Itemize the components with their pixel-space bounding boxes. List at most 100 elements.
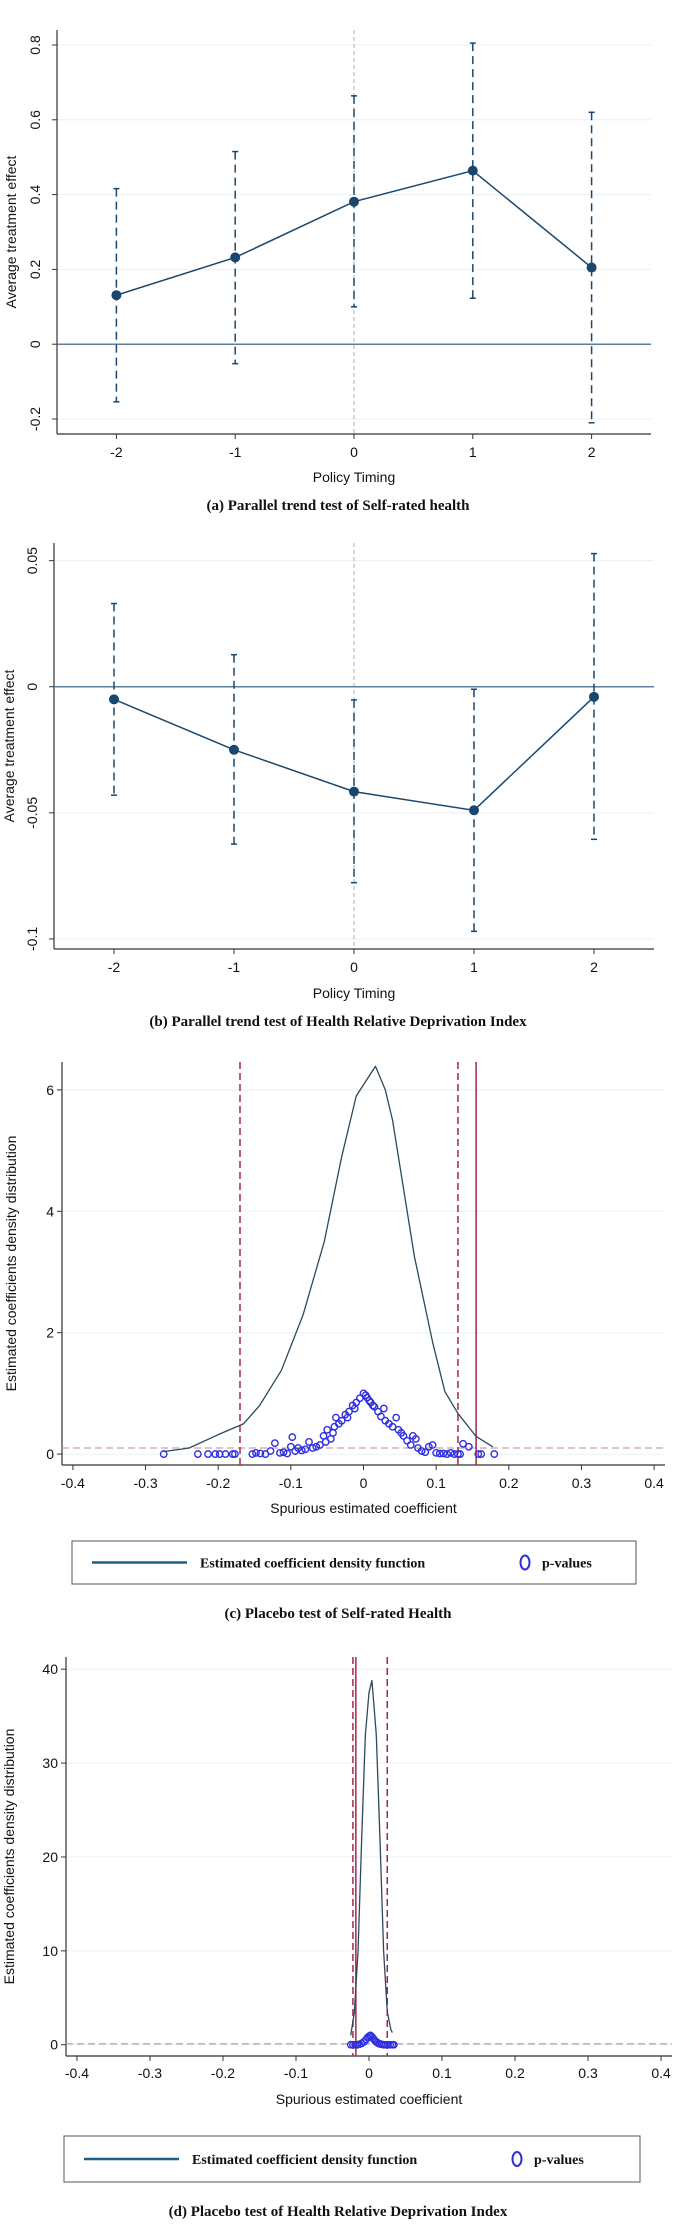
p-value-point	[474, 1450, 483, 1458]
p-value-point	[417, 1447, 426, 1455]
estimate-point	[349, 196, 359, 207]
p-value-point	[252, 1448, 260, 1457]
x-tick-label: 1	[470, 959, 478, 975]
estimate-point	[349, 786, 359, 797]
p-value-point	[365, 1396, 374, 1405]
p-value-point	[297, 1446, 306, 1455]
p-value-point	[248, 1450, 257, 1458]
y-tick-label: -0.2	[27, 407, 43, 431]
chart-panel-a: -0.2 0 0.2 0.4 0.6 0.8 -2 -1 0 1 2 Policy Timing Ave…	[3, 30, 651, 514]
chart-panel-d: 0 10 20 30 40 -0.4 -0.3 -0.2 -0.1 0 0.1 0.2 0.3 0.4 Sp…	[1, 1657, 672, 2220]
y-tick-label: 10	[42, 1943, 58, 1959]
p-value-point	[193, 1450, 202, 1458]
p-value-point	[355, 1394, 364, 1403]
y-tick-label: 0.6	[27, 110, 43, 130]
p-value-point	[231, 1450, 239, 1458]
p-value-point	[446, 1448, 455, 1457]
x-tick-label: -0.2	[206, 1475, 230, 1491]
p-value-point	[276, 1448, 284, 1457]
p-value-point	[301, 1445, 310, 1454]
x-tick-label: 2	[590, 959, 598, 975]
legend-circle-swatch	[519, 1554, 531, 1571]
x-axis-title: Policy Timing	[313, 469, 395, 485]
x-tick-label: 2	[588, 444, 596, 460]
estimate-point	[467, 165, 478, 176]
p-value-point	[392, 1413, 401, 1422]
y-tick-label: -0.05	[24, 797, 40, 829]
p-value-point	[323, 1425, 332, 1434]
x-tick-label: 0	[360, 1475, 368, 1491]
chart-panel-c: 0 2 4 6 -0.4 -0.3 -0.2 -0.1 0 0.1 0.2 0.3 0.4 Spuriou…	[3, 1062, 665, 1622]
p-value-point	[283, 1449, 292, 1458]
y-tick-label: 40	[42, 1661, 58, 1677]
p-value-point	[456, 1450, 465, 1458]
x-tick-label: -0.2	[211, 2065, 235, 2081]
p-value-point	[305, 1438, 313, 1446]
density-curve	[350, 1679, 393, 2036]
x-tick-label: 0.4	[651, 2065, 671, 2081]
y-tick-label: 0	[50, 2037, 58, 2053]
legend-pvalue-label: p-values	[534, 2153, 584, 2168]
x-tick-label: -2	[110, 444, 123, 460]
x-tick-label: 0.3	[572, 1475, 592, 1491]
x-tick-label: -0.1	[279, 1475, 303, 1491]
y-tick-label: 0.4	[27, 185, 43, 205]
y-tick-label: -0.1	[24, 927, 40, 951]
x-tick-label: -0.1	[284, 2065, 308, 2081]
x-tick-label: 0	[350, 959, 358, 975]
p-value-point	[399, 1431, 408, 1440]
y-tick-label: 20	[42, 1849, 58, 1865]
x-tick-label: -0.3	[133, 1475, 157, 1491]
p-value-point	[379, 1404, 388, 1413]
p-value-point	[308, 1444, 317, 1452]
x-tick-label: 0	[365, 2065, 373, 2081]
y-tick-label: 0.8	[27, 35, 43, 55]
p-value-point	[411, 1435, 420, 1443]
p-value-point	[288, 1433, 297, 1441]
estimate-point	[230, 252, 241, 263]
p-value-point	[403, 1436, 411, 1445]
p-value-point	[464, 1442, 473, 1451]
x-tick-label: -0.4	[65, 2065, 89, 2081]
figure-caption: (b) Parallel trend test of Health Relati…	[149, 1014, 527, 1030]
y-tick-label: 0.2	[27, 259, 43, 279]
p-value-point	[459, 1439, 467, 1448]
estimate-point	[589, 691, 599, 702]
p-value-point	[369, 1401, 377, 1410]
y-axis-title: Estimated coefficients density distribut…	[1, 1729, 17, 1985]
p-value-point	[345, 1407, 353, 1416]
p-value-point	[331, 1413, 340, 1422]
p-value-point	[221, 1450, 230, 1458]
x-tick-label: 0	[350, 444, 358, 460]
y-axis-title: Average treatment effect	[3, 155, 19, 308]
p-value-point	[377, 1412, 385, 1421]
p-value-point	[477, 1450, 486, 1458]
x-axis-title: Spurious estimated coefficient	[270, 1500, 457, 1516]
p-value-point	[389, 2040, 398, 2049]
y-tick-label: 6	[46, 1082, 54, 1098]
density-curve	[163, 1065, 494, 1453]
figure-caption: (d) Placebo test of Health Relative Depr…	[169, 2204, 508, 2220]
chart-panel-b: -0.1 -0.05 0 0.05 -2 -1 0 1 2 Policy Timing Averag…	[1, 543, 654, 1030]
p-value-point	[211, 1450, 220, 1458]
p-value-point	[370, 1402, 379, 1411]
p-value-point	[435, 1449, 444, 1458]
x-tick-label: -1	[228, 959, 241, 975]
y-tick-label: 2	[46, 1325, 54, 1341]
x-tick-label: -1	[229, 444, 242, 460]
p-value-point	[432, 1448, 441, 1457]
y-tick-label: 0	[27, 340, 43, 348]
legend: Estimated coefficient density function p-…	[63, 2135, 641, 2183]
p-value-point	[439, 1449, 448, 1458]
p-value-point	[421, 1448, 430, 1457]
p-value-point	[428, 1441, 437, 1449]
x-tick-label: 0.1	[432, 2065, 452, 2081]
figure-caption: (c) Placebo test of Self-rated Health	[224, 1606, 452, 1622]
x-tick-label: 0.2	[499, 1475, 519, 1491]
x-tick-label: 0.1	[426, 1475, 446, 1491]
x-tick-label: -2	[108, 959, 121, 975]
p-value-point	[279, 1448, 288, 1457]
figure-caption: (a) Parallel trend test of Self-rated he…	[207, 498, 471, 514]
y-tick-label: 30	[42, 1755, 58, 1771]
